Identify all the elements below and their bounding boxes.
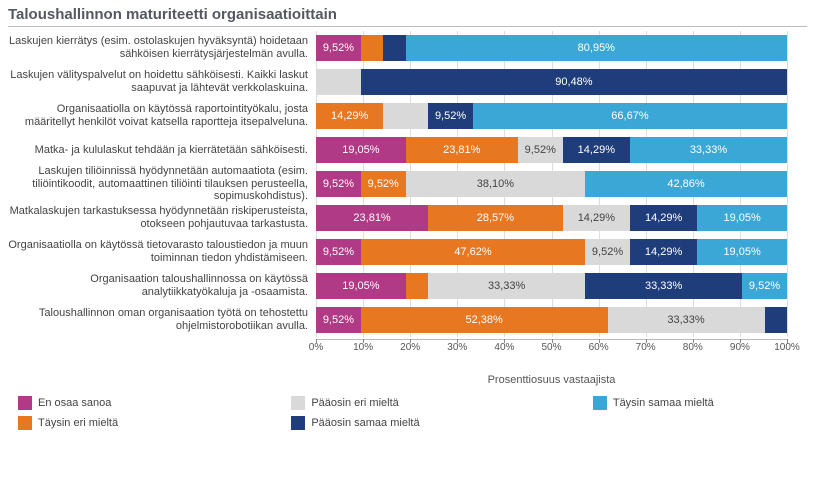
x-axis-label: Prosenttiosuus vastaajista	[316, 374, 787, 386]
bar-row: Matkalaskujen tarkastuksessa hyödynnetää…	[316, 201, 787, 235]
legend-label: Täysin samaa mieltä	[613, 397, 714, 409]
bar-segment	[383, 35, 405, 61]
x-tick: 70%	[636, 342, 656, 353]
bar-segment: 14,29%	[563, 205, 630, 231]
legend-item: Pääosin eri mieltä	[291, 396, 513, 410]
bar-segment: 23,81%	[316, 205, 428, 231]
bar-row: Organisaation taloushallinnossa on käytö…	[316, 269, 787, 303]
bar-row: Laskujen välityspalvelut on hoidettu säh…	[316, 65, 787, 99]
bar-segment: 33,33%	[630, 137, 787, 163]
x-tick: 80%	[683, 342, 703, 353]
bar-segment: 80,95%	[406, 35, 787, 61]
x-tick: 90%	[730, 342, 750, 353]
bar-segment: 19,05%	[316, 273, 406, 299]
x-axis: 0%10%20%30%40%50%60%70%80%90%100%	[316, 339, 787, 358]
row-label: Laskujen välityspalvelut on hoidettu säh…	[8, 69, 314, 94]
row-label: Laskujen tiliöinnissä hyödynnetään autom…	[8, 165, 314, 203]
bar-segment	[361, 35, 383, 61]
bar-track: 19,05%33,33%33,33%9,52%	[316, 273, 787, 299]
bar-segment: 9,52%	[585, 239, 630, 265]
legend-swatch	[18, 396, 32, 410]
legend-swatch	[291, 416, 305, 430]
bar-track: 9,52%9,52%38,10%42,86%	[316, 171, 787, 197]
bar-segment: 33,33%	[608, 307, 765, 333]
row-label: Organisaatiolla on käytössä raportointit…	[8, 103, 314, 128]
bar-segment: 52,38%	[361, 307, 608, 333]
x-tick: 20%	[400, 342, 420, 353]
bar-segment: 19,05%	[697, 239, 787, 265]
x-tick: 0%	[309, 342, 323, 353]
gridline	[787, 31, 788, 337]
bar-segment: 28,57%	[428, 205, 563, 231]
x-tick: 10%	[353, 342, 373, 353]
bar-segment: 14,29%	[630, 205, 697, 231]
bar-segment: 47,62%	[361, 239, 585, 265]
bar-segment: 9,52%	[742, 273, 787, 299]
bar-row: Laskujen tiliöinnissä hyödynnetään autom…	[316, 167, 787, 201]
bar-segment: 38,10%	[406, 171, 585, 197]
legend-label: Pääosin eri mieltä	[311, 397, 398, 409]
bar-segment: 9,52%	[428, 103, 473, 129]
x-tick: 40%	[494, 342, 514, 353]
bar-track: 90,48%	[316, 69, 787, 95]
bar-segment: 14,29%	[316, 103, 383, 129]
bar-segment: 9,52%	[316, 35, 361, 61]
bar-segment: 9,52%	[316, 239, 361, 265]
bar-segment: 14,29%	[563, 137, 630, 163]
legend-label: En osaa sanoa	[38, 397, 111, 409]
bar-segment	[406, 273, 428, 299]
bar-segment: 19,05%	[697, 205, 787, 231]
bar-segment: 33,33%	[428, 273, 585, 299]
legend-item: En osaa sanoa	[18, 396, 211, 410]
row-label: Matkalaskujen tarkastuksessa hyödynnetää…	[8, 205, 314, 230]
x-tick: 30%	[447, 342, 467, 353]
bar-segment: 19,05%	[316, 137, 406, 163]
bar-track: 9,52%52,38%33,33%	[316, 307, 787, 333]
bar-track: 14,29% 9,52%66,67%	[316, 103, 787, 129]
rows-wrap: Laskujen kierrätys (esim. ostolaskujen h…	[316, 31, 787, 337]
legend-label: Täysin eri mieltä	[38, 417, 118, 429]
bar-row: Taloushallinnon oman organisaation työtä…	[316, 303, 787, 337]
legend-item: Täysin samaa mieltä	[593, 396, 807, 410]
x-tick: 100%	[774, 342, 800, 353]
bar-row: Matka- ja kululaskut tehdään ja kierräte…	[316, 133, 787, 167]
chart-title: Taloushallinnon maturiteetti organisaati…	[8, 6, 807, 27]
bar-segment: 9,52%	[316, 171, 361, 197]
bar-row: Organisaatiolla on käytössä raportointit…	[316, 99, 787, 133]
row-label: Organisaation taloushallinnossa on käytö…	[8, 273, 314, 298]
bar-segment	[765, 307, 787, 333]
bar-segment: 14,29%	[630, 239, 697, 265]
bar-segment: 23,81%	[406, 137, 518, 163]
legend-swatch	[291, 396, 305, 410]
bar-segment: 9,52%	[518, 137, 563, 163]
bar-segment	[316, 69, 361, 95]
bar-row: Laskujen kierrätys (esim. ostolaskujen h…	[316, 31, 787, 65]
row-label: Organisaatiolla on käytössä tietovarasto…	[8, 239, 314, 264]
legend-item: Pääosin samaa mieltä	[291, 416, 513, 430]
legend-swatch	[18, 416, 32, 430]
bar-segment: 42,86%	[585, 171, 787, 197]
bar-track: 19,05%23,81%9,52%14,29%33,33%	[316, 137, 787, 163]
bar-segment	[383, 103, 428, 129]
row-label: Taloushallinnon oman organisaation työtä…	[8, 307, 314, 332]
bar-track: 9,52%47,62%9,52%14,29%19,05%	[316, 239, 787, 265]
bar-segment: 90,48%	[361, 69, 787, 95]
bar-track: 23,81%28,57%14,29%14,29%19,05%	[316, 205, 787, 231]
chart-area: Laskujen kierrätys (esim. ostolaskujen h…	[8, 31, 807, 386]
bar-rows: Laskujen kierrätys (esim. ostolaskujen h…	[316, 31, 787, 337]
row-label: Laskujen kierrätys (esim. ostolaskujen h…	[8, 35, 314, 60]
x-tick: 60%	[589, 342, 609, 353]
legend: En osaa sanoa Pääosin eri mieltä Täysin sa…	[8, 396, 807, 430]
legend-swatch	[593, 396, 607, 410]
bar-segment: 66,67%	[473, 103, 787, 129]
x-tick: 50%	[541, 342, 561, 353]
bar-segment: 33,33%	[585, 273, 742, 299]
bar-segment: 9,52%	[316, 307, 361, 333]
bar-track: 9,52% 80,95%	[316, 35, 787, 61]
bar-segment: 9,52%	[361, 171, 406, 197]
legend-item: Täysin eri mieltä	[18, 416, 211, 430]
row-label: Matka- ja kululaskut tehdään ja kierräte…	[8, 144, 314, 157]
bar-row: Organisaatiolla on käytössä tietovarasto…	[316, 235, 787, 269]
legend-label: Pääosin samaa mieltä	[311, 417, 419, 429]
